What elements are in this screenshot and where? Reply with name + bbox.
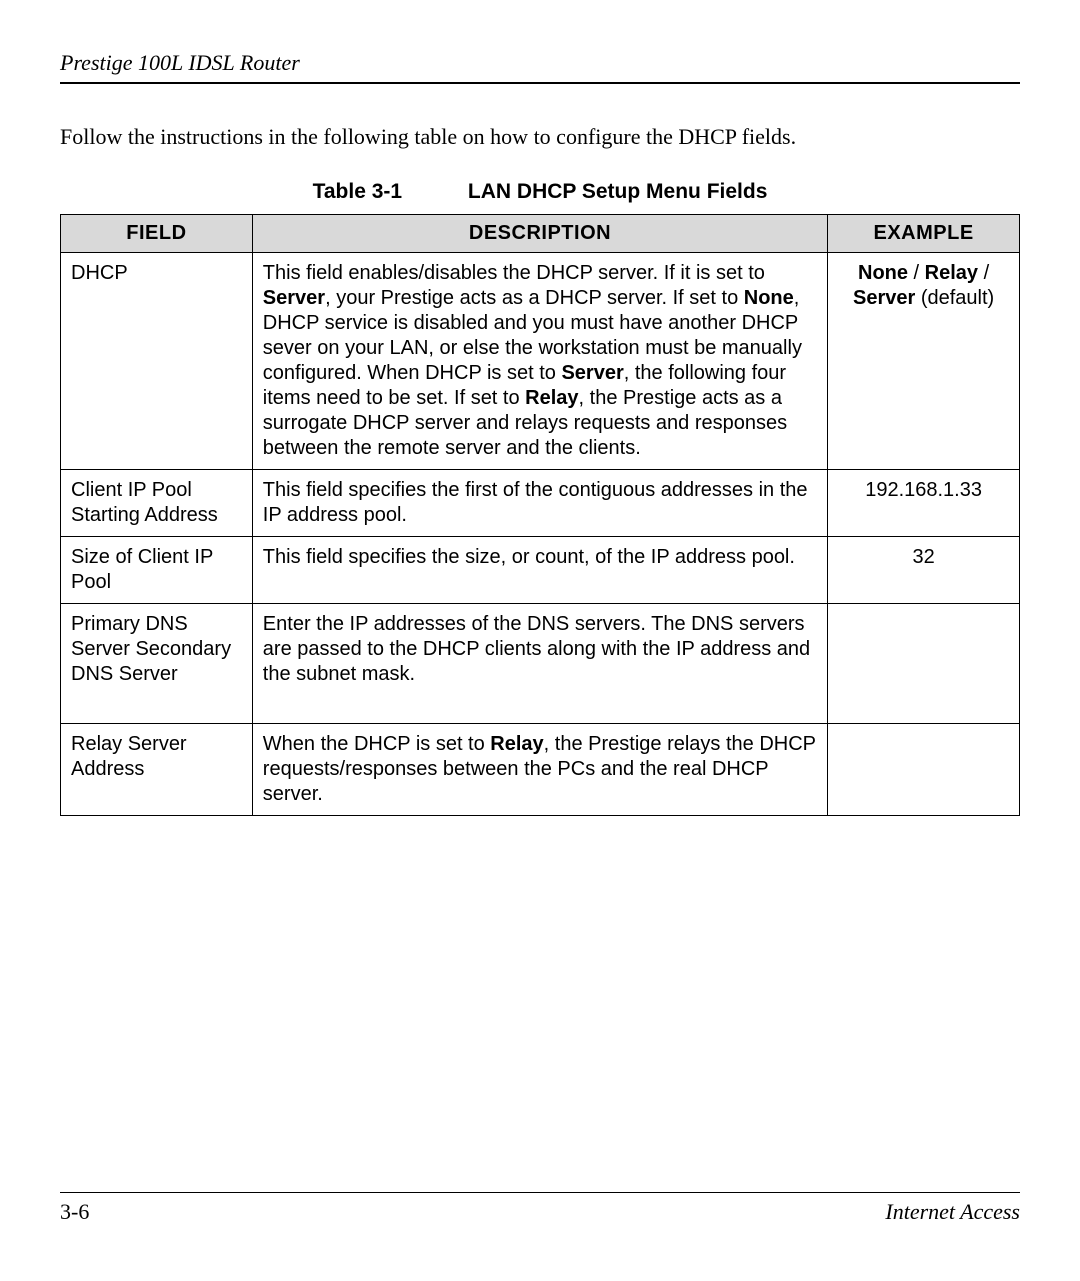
col-header-example: Example xyxy=(828,215,1020,253)
col-header-field: Field xyxy=(61,215,253,253)
cell-field: Size of Client IP Pool xyxy=(61,537,253,604)
table-body: DHCPThis field enables/disables the DHCP… xyxy=(61,253,1020,816)
cell-description: Enter the IP addresses of the DNS server… xyxy=(252,604,827,724)
cell-example: 192.168.1.33 xyxy=(828,470,1020,537)
cell-description: This field specifies the first of the co… xyxy=(252,470,827,537)
table-caption: Table 3-1 LAN DHCP Setup Menu Fields xyxy=(60,180,1020,204)
table-row: Client IP Pool Starting AddressThis fiel… xyxy=(61,470,1020,537)
cell-example xyxy=(828,724,1020,816)
table-row: Size of Client IP PoolThis field specifi… xyxy=(61,537,1020,604)
cell-description: This field specifies the size, or count,… xyxy=(252,537,827,604)
cell-example: 32 xyxy=(828,537,1020,604)
cell-field: Client IP Pool Starting Address xyxy=(61,470,253,537)
cell-field: Relay Server Address xyxy=(61,724,253,816)
intro-paragraph: Follow the instructions in the following… xyxy=(60,124,1020,150)
footer-page-number: 3-6 xyxy=(60,1199,89,1225)
col-header-description: Description xyxy=(252,215,827,253)
cell-field: DHCP xyxy=(61,253,253,470)
cell-field: Primary DNS Server Secondary DNS Server xyxy=(61,604,253,724)
cell-example xyxy=(828,604,1020,724)
table-row: Primary DNS Server Secondary DNS ServerE… xyxy=(61,604,1020,724)
cell-description: When the DHCP is set to Relay, the Prest… xyxy=(252,724,827,816)
dhcp-fields-table: Field Description Example DHCPThis field… xyxy=(60,214,1020,816)
table-row: Relay Server AddressWhen the DHCP is set… xyxy=(61,724,1020,816)
table-row: DHCPThis field enables/disables the DHCP… xyxy=(61,253,1020,470)
table-caption-title: LAN DHCP Setup Menu Fields xyxy=(468,180,767,203)
cell-example: None / Relay / Server (default) xyxy=(828,253,1020,470)
page-footer: 3-6 Internet Access xyxy=(60,1192,1020,1225)
table-caption-label: Table 3-1 xyxy=(313,180,402,204)
table-header-row: Field Description Example xyxy=(61,215,1020,253)
cell-description: This field enables/disables the DHCP ser… xyxy=(252,253,827,470)
running-header: Prestige 100L IDSL Router xyxy=(60,50,1020,84)
footer-section-title: Internet Access xyxy=(885,1199,1020,1225)
